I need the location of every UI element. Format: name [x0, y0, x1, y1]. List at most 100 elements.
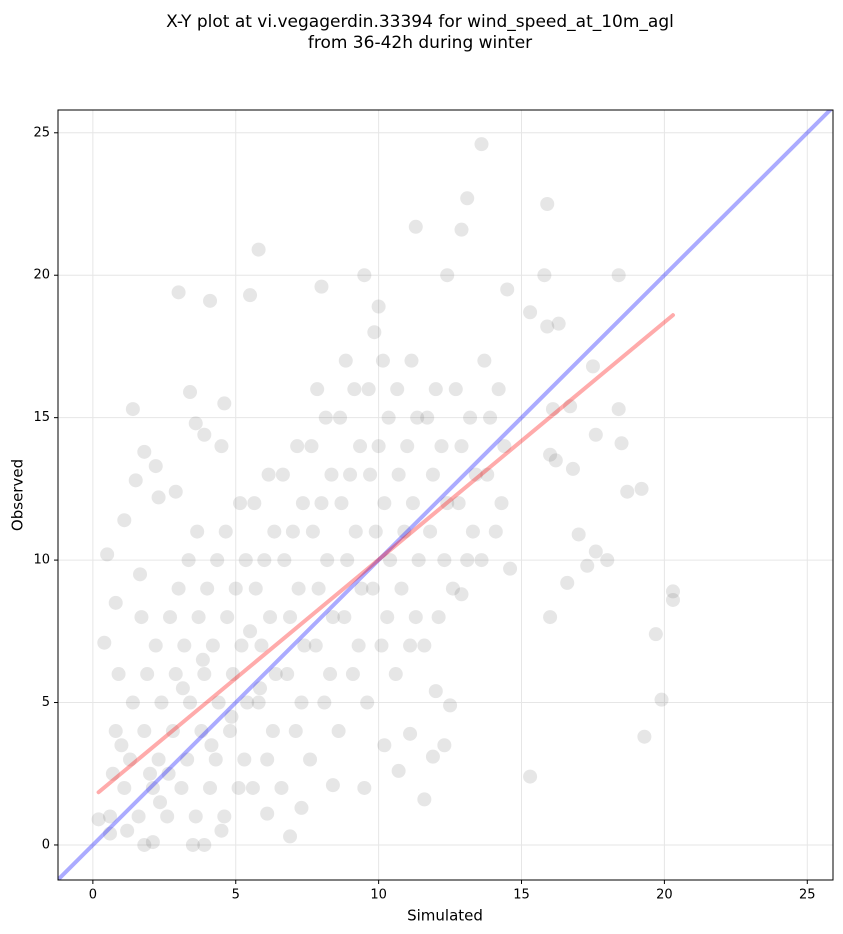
- point: [188, 809, 203, 824]
- point: [225, 667, 240, 682]
- point: [153, 795, 168, 810]
- point: [410, 410, 425, 425]
- point: [204, 738, 219, 753]
- point: [543, 610, 558, 625]
- point: [243, 288, 258, 303]
- point: [228, 581, 243, 596]
- point: [367, 325, 382, 340]
- point: [380, 610, 395, 625]
- point: [540, 319, 555, 334]
- point: [305, 524, 320, 539]
- point: [360, 695, 375, 710]
- point: [260, 806, 275, 821]
- y-tick-label: 25: [33, 125, 50, 140]
- point: [248, 581, 263, 596]
- point: [134, 610, 149, 625]
- point: [353, 439, 368, 454]
- point: [665, 584, 680, 599]
- point: [108, 595, 123, 610]
- point: [404, 353, 419, 368]
- point: [114, 738, 129, 753]
- y-axis-label: Observed: [9, 459, 27, 531]
- point: [253, 681, 268, 696]
- point: [443, 698, 458, 713]
- x-tick-label: 0: [89, 888, 97, 903]
- point: [460, 191, 475, 206]
- chart-title: X-Y plot at vi.vegagerdin.33394 for wind…: [166, 12, 674, 32]
- point: [348, 524, 363, 539]
- point: [428, 684, 443, 699]
- point: [237, 752, 252, 767]
- point: [463, 410, 478, 425]
- point: [580, 558, 595, 573]
- point: [491, 382, 506, 397]
- point: [665, 592, 680, 607]
- point: [217, 396, 232, 411]
- point: [154, 695, 169, 710]
- point: [468, 467, 483, 482]
- fit-line: [58, 110, 833, 880]
- point: [290, 439, 305, 454]
- point: [265, 724, 280, 739]
- point: [308, 638, 323, 653]
- point: [454, 222, 469, 237]
- point: [317, 695, 332, 710]
- point: [251, 695, 266, 710]
- point: [434, 439, 449, 454]
- point: [465, 524, 480, 539]
- point: [105, 766, 120, 781]
- point: [234, 638, 249, 653]
- point: [428, 382, 443, 397]
- point: [391, 467, 406, 482]
- point: [285, 524, 300, 539]
- point: [563, 399, 578, 414]
- point: [277, 553, 292, 568]
- points: [91, 137, 680, 852]
- point: [377, 738, 392, 753]
- point: [117, 780, 132, 795]
- point: [311, 581, 326, 596]
- point: [205, 638, 220, 653]
- point: [437, 738, 452, 753]
- point: [648, 627, 663, 642]
- point: [614, 436, 629, 451]
- point: [280, 667, 295, 682]
- point: [374, 638, 389, 653]
- point: [417, 638, 432, 653]
- point: [397, 524, 412, 539]
- point: [217, 809, 232, 824]
- point: [160, 809, 175, 824]
- point: [474, 137, 489, 152]
- point: [357, 268, 372, 283]
- point: [403, 638, 418, 653]
- point: [103, 826, 118, 841]
- point: [375, 353, 390, 368]
- point: [297, 638, 312, 653]
- point: [117, 513, 132, 528]
- point: [480, 467, 495, 482]
- point: [588, 544, 603, 559]
- point: [140, 667, 155, 682]
- point: [585, 359, 600, 374]
- point: [543, 447, 558, 462]
- point: [171, 285, 186, 300]
- point: [197, 837, 212, 852]
- point: [545, 402, 560, 417]
- point: [100, 547, 115, 562]
- point: [304, 439, 319, 454]
- point: [137, 444, 152, 459]
- point: [275, 467, 290, 482]
- point: [337, 610, 352, 625]
- x-axis-label: Simulated: [407, 907, 483, 925]
- point: [151, 490, 166, 505]
- point: [394, 581, 409, 596]
- point: [361, 382, 376, 397]
- point: [181, 553, 196, 568]
- point: [133, 567, 148, 582]
- point: [474, 553, 489, 568]
- point: [191, 610, 206, 625]
- point: [451, 496, 466, 511]
- point: [588, 427, 603, 442]
- point: [620, 484, 635, 499]
- point: [128, 473, 143, 488]
